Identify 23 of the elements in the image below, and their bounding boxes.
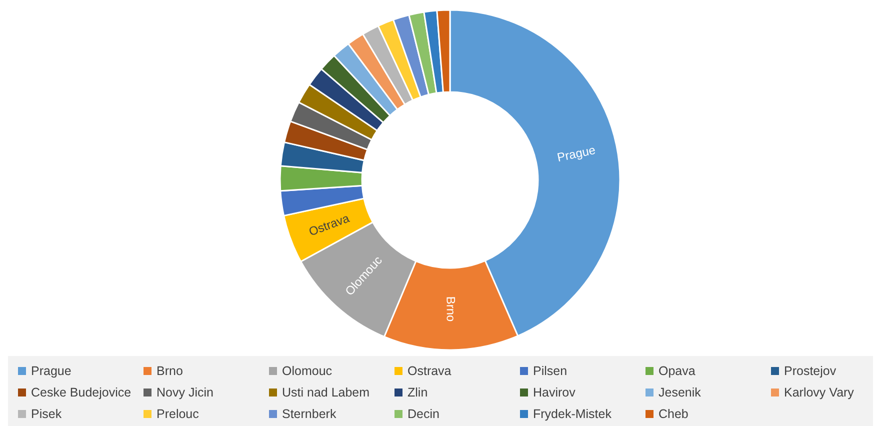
legend-label: Usti nad Labem xyxy=(282,386,370,400)
legend-label: Zlin xyxy=(408,386,428,400)
legend-label: Havirov xyxy=(533,386,576,400)
data-label: Brno xyxy=(444,296,458,322)
legend-label: Sternberk xyxy=(282,407,337,421)
data-label: Prague xyxy=(556,142,597,165)
legend-label: Prague xyxy=(31,364,72,378)
legend-label: Jesenik xyxy=(658,386,702,400)
data-label: Ostrava xyxy=(306,210,352,239)
legend-label: Prostejov xyxy=(784,364,837,378)
legend-label: Olomouc xyxy=(282,364,332,378)
legend-label: Karlovy Vary xyxy=(784,386,855,400)
legend-label: Ceske Budejovice xyxy=(31,386,132,400)
legend-label: Cheb xyxy=(658,407,688,421)
legend-label: Prelouc xyxy=(156,407,199,421)
legend-label: Brno xyxy=(156,364,183,378)
legend-label: Opava xyxy=(658,364,696,378)
legend-label: Ostrava xyxy=(408,364,452,378)
legend-label: Frydek-Mistek xyxy=(533,407,612,421)
legend-label: Decin xyxy=(408,407,440,421)
legend-label: Pilsen xyxy=(533,364,568,378)
legend-label: Pisek xyxy=(31,407,62,421)
legend-label: Novy Jicin xyxy=(156,386,214,400)
